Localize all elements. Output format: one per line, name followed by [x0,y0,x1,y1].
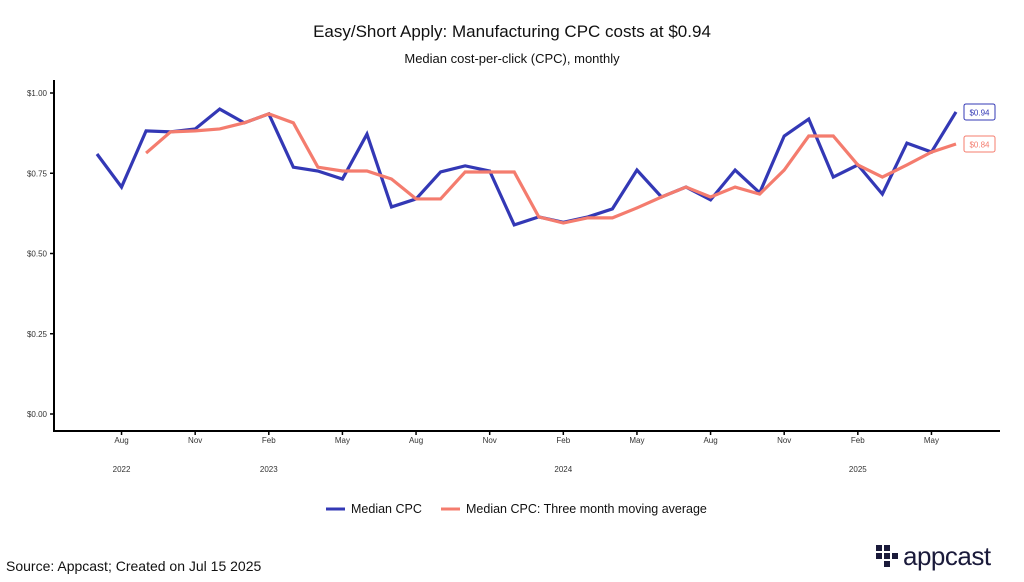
appcast-logo-text: appcast [903,541,991,571]
series-moving-average: $0.84 [145,112,996,225]
y-tick-label: $0.75 [27,169,48,178]
x-tick-label: Aug [114,436,128,445]
x-tick-label: May [924,436,939,445]
series-median-cpc: $0.94 [95,103,996,227]
series-line [145,112,957,225]
y-tick-label: $0.50 [27,250,48,259]
chart-subtitle: Median cost-per-click (CPC), monthly [404,51,620,66]
x-tick-label: May [335,436,350,445]
end-value-label: $0.94 [969,108,990,117]
x-tick-label: Feb [262,436,276,445]
x-year-label: 2023 [260,465,278,474]
legend-label-median-cpc: Median CPC [351,502,422,516]
x-tick-label: Nov [483,436,497,445]
end-label-box [963,135,996,153]
source-note: Source: Appcast; Created on Jul 15 2025 [6,558,262,574]
x-year-label: 2022 [113,465,131,474]
y-tick-label: $1.00 [27,89,48,98]
end-value-label: $0.84 [969,141,990,150]
x-tick-label: Aug [703,436,717,445]
x-tick-label: Nov [777,436,791,445]
legend-label-moving-average: Median CPC: Three month moving average [466,502,707,516]
legend: Median CPC Median CPC: Three month movin… [326,502,707,516]
y-tick-label: $0.00 [27,410,48,419]
x-tick-label: Feb [851,436,865,445]
series-line [95,107,958,227]
x-tick-label: May [629,436,644,445]
x-tick-label: Nov [188,436,202,445]
x-tick-label: Aug [409,436,423,445]
appcast-logo-icon [876,545,898,567]
x-year-label: 2024 [554,465,572,474]
chart-title: Easy/Short Apply: Manufacturing CPC cost… [313,22,711,41]
x-year-label: 2025 [849,465,867,474]
y-tick-label: $0.25 [27,330,48,339]
x-tick-label: Feb [556,436,570,445]
appcast-logo: appcast [876,543,991,569]
end-label-box [963,103,996,121]
